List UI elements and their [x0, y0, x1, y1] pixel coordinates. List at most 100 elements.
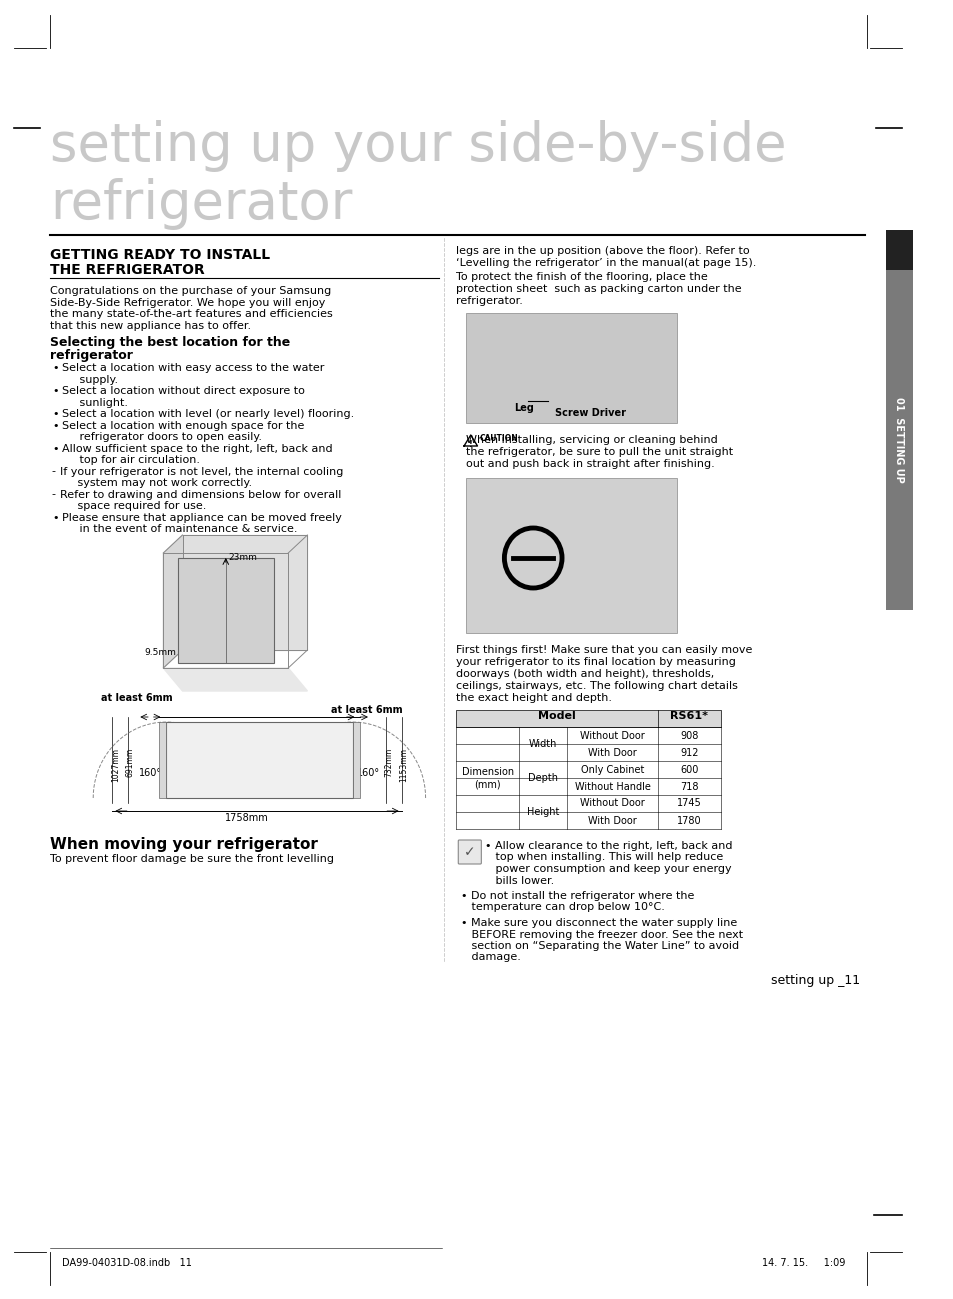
Text: DA99-04031D-08.indb   11: DA99-04031D-08.indb 11 [62, 1257, 193, 1268]
Text: protection sheet  such as packing carton under the: protection sheet such as packing carton … [456, 284, 741, 294]
Text: Height: Height [526, 807, 558, 817]
Text: supply.: supply. [62, 374, 118, 385]
Text: at least 6mm: at least 6mm [101, 692, 172, 703]
Text: the many state-of-the-art features and efficiencies: the many state-of-the-art features and e… [50, 309, 333, 320]
Text: Select a location with enough space for the: Select a location with enough space for … [62, 421, 305, 430]
Polygon shape [163, 668, 307, 691]
Text: damage.: damage. [460, 952, 520, 963]
Text: temperature can drop below 10°C.: temperature can drop below 10°C. [460, 903, 664, 912]
Text: Width: Width [528, 739, 557, 750]
Text: Refer to drawing and dimensions below for overall: Refer to drawing and dimensions below fo… [59, 490, 340, 500]
Text: refrigerator doors to open easily.: refrigerator doors to open easily. [62, 433, 262, 442]
Text: top when installing. This will help reduce: top when installing. This will help redu… [485, 852, 722, 863]
Text: that this new appliance has to offer.: that this new appliance has to offer. [50, 321, 251, 330]
FancyBboxPatch shape [457, 840, 481, 864]
Bar [166, 722, 353, 798]
Text: 691mm: 691mm [125, 748, 134, 777]
Text: RS61*: RS61* [670, 711, 707, 721]
Text: section on “Separating the Water Line” to avoid: section on “Separating the Water Line” t… [460, 940, 739, 951]
Bar [353, 722, 360, 798]
Text: power consumption and keep your energy: power consumption and keep your energy [485, 864, 731, 874]
Text: refrigerator.: refrigerator. [456, 296, 522, 307]
Text: 1745: 1745 [677, 799, 701, 808]
Text: •: • [51, 409, 58, 420]
Text: Select a location with level (or nearly level) flooring.: Select a location with level (or nearly … [62, 409, 355, 420]
Text: • Allow clearance to the right, left, back and: • Allow clearance to the right, left, ba… [485, 840, 732, 851]
Text: ceilings, stairways, etc. The following chart details: ceilings, stairways, etc. The following … [456, 681, 738, 691]
Text: 1780: 1780 [677, 816, 700, 825]
Text: Please ensure that appliance can be moved freely: Please ensure that appliance can be move… [62, 513, 342, 522]
Bar [885, 230, 912, 611]
Bar [177, 559, 274, 662]
Text: •: • [51, 362, 58, 373]
Text: GETTING READY TO INSTALL: GETTING READY TO INSTALL [50, 248, 270, 262]
Text: •: • [51, 443, 58, 453]
Text: legs are in the up position (above the floor). Refer to: legs are in the up position (above the f… [456, 246, 749, 256]
Text: out and push back in straight after finishing.: out and push back in straight after fini… [465, 459, 714, 469]
Text: ‘Levelling the refrigerator’ in the manual(at page 15).: ‘Levelling the refrigerator’ in the manu… [456, 259, 756, 268]
Text: • Do not install the refrigerator where the: • Do not install the refrigerator where … [460, 891, 694, 902]
Text: •: • [51, 421, 58, 430]
Text: 732mm: 732mm [384, 748, 394, 777]
Text: setting up your side-by-side: setting up your side-by-side [50, 120, 785, 171]
Text: space required for use.: space required for use. [59, 501, 206, 511]
Text: the refrigerator, be sure to pull the unit straight: the refrigerator, be sure to pull the un… [465, 447, 732, 457]
Text: refrigerator: refrigerator [50, 349, 132, 362]
Text: Select a location with easy access to the water: Select a location with easy access to th… [62, 362, 324, 373]
Text: To protect the finish of the flooring, place the: To protect the finish of the flooring, p… [456, 271, 707, 282]
Text: First things first! Make sure that you can easily move: First things first! Make sure that you c… [456, 646, 752, 655]
Text: ✓: ✓ [463, 846, 476, 859]
Text: Without Door: Without Door [579, 799, 644, 808]
Text: 718: 718 [679, 782, 698, 791]
Text: system may not work correctly.: system may not work correctly. [59, 478, 252, 488]
Text: 1758mm: 1758mm [225, 813, 269, 824]
Text: top for air circulation.: top for air circulation. [62, 455, 200, 465]
Polygon shape [182, 535, 307, 650]
Text: 14. 7. 15.     1:09: 14. 7. 15. 1:09 [761, 1257, 844, 1268]
Text: your refrigerator to its final location by measuring: your refrigerator to its final location … [456, 657, 736, 666]
Text: Selecting the best location for the: Selecting the best location for the [50, 336, 290, 349]
Text: sunlight.: sunlight. [62, 397, 129, 408]
Text: Only Cabinet: Only Cabinet [580, 765, 643, 774]
Text: 160°: 160° [139, 768, 162, 778]
Text: -: - [51, 490, 56, 500]
Text: With Door: With Door [587, 747, 637, 757]
Text: CAUTION: CAUTION [479, 434, 517, 443]
Text: •: • [51, 513, 58, 522]
Bar [885, 230, 912, 270]
Text: Screw Driver: Screw Driver [555, 408, 626, 418]
Bar [465, 313, 677, 423]
Text: setting up _11: setting up _11 [770, 974, 859, 987]
Text: 912: 912 [679, 747, 698, 757]
Text: 908: 908 [679, 730, 698, 740]
Bar [158, 722, 166, 798]
Text: With Door: With Door [587, 816, 637, 825]
Text: Congratulations on the purchase of your Samsung: Congratulations on the purchase of your … [50, 286, 331, 296]
Text: the exact height and depth.: the exact height and depth. [456, 692, 612, 703]
Text: -: - [51, 466, 56, 477]
Text: If your refrigerator is not level, the internal cooling: If your refrigerator is not level, the i… [59, 466, 342, 477]
Text: 600: 600 [679, 765, 698, 774]
Polygon shape [163, 535, 182, 668]
Text: BEFORE removing the freezer door. See the next: BEFORE removing the freezer door. See th… [460, 930, 742, 939]
Bar [456, 711, 720, 727]
Text: • Make sure you disconnect the water supply line: • Make sure you disconnect the water sup… [460, 918, 737, 927]
Text: Model: Model [537, 711, 576, 721]
Text: 9.5mm: 9.5mm [144, 648, 175, 657]
Text: Select a location without direct exposure to: Select a location without direct exposur… [62, 386, 305, 396]
Text: bills lower.: bills lower. [485, 876, 554, 886]
Text: Without Door: Without Door [579, 730, 644, 740]
Text: •: • [51, 386, 58, 396]
Text: To prevent floor damage be sure the front levelling: To prevent floor damage be sure the fron… [50, 853, 334, 864]
Text: Depth: Depth [527, 773, 558, 783]
Text: 1027mm: 1027mm [111, 748, 120, 782]
Text: When installing, servicing or cleaning behind: When installing, servicing or cleaning b… [465, 435, 717, 446]
Text: 23mm: 23mm [229, 553, 257, 562]
Text: Dimension
(mm): Dimension (mm) [461, 766, 513, 790]
Text: When moving your refrigerator: When moving your refrigerator [50, 837, 317, 852]
Text: THE REFRIGERATOR: THE REFRIGERATOR [50, 262, 205, 277]
Text: !: ! [468, 439, 472, 448]
Text: Side-By-Side Refrigerator. We hope you will enjoy: Side-By-Side Refrigerator. We hope you w… [50, 297, 325, 308]
Text: in the event of maintenance & service.: in the event of maintenance & service. [62, 523, 297, 534]
Text: Leg: Leg [514, 403, 534, 413]
